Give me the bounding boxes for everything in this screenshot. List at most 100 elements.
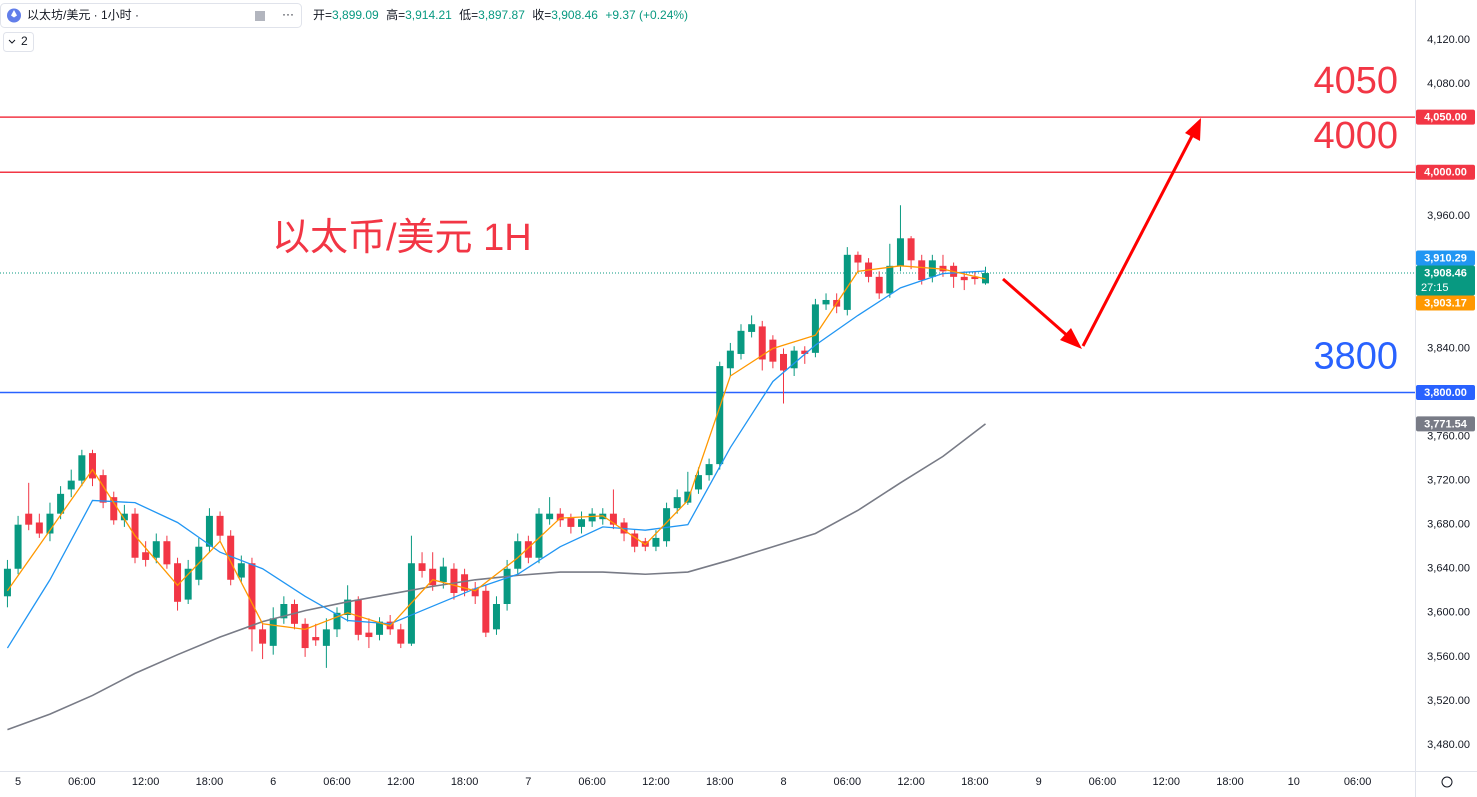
candle-body xyxy=(705,464,713,476)
candle-body xyxy=(78,455,86,481)
price-tag xyxy=(1416,385,1475,401)
candle-body xyxy=(673,497,681,509)
candle-body xyxy=(354,599,362,635)
candle-body xyxy=(726,350,734,369)
candle-body xyxy=(737,330,745,354)
candle-body xyxy=(482,590,490,633)
x-tick-label: 18:00 xyxy=(706,776,734,788)
x-tick-label: 7 xyxy=(525,776,531,788)
candle-body xyxy=(376,621,384,635)
candle-body xyxy=(152,541,160,558)
candle-body xyxy=(439,566,447,582)
price-tag xyxy=(1416,109,1475,125)
candle-body xyxy=(822,299,830,305)
indicator-count: 2 xyxy=(21,34,28,48)
candle-body xyxy=(811,304,819,353)
x-tick-label: 18:00 xyxy=(961,776,989,788)
candle-body xyxy=(492,604,500,630)
y-tick-label: 3,560.00 xyxy=(1427,651,1470,663)
candle-body xyxy=(120,513,128,521)
more-icon[interactable]: ··· xyxy=(282,7,294,21)
ohlc-label: 低= xyxy=(459,8,478,22)
eth-glyph xyxy=(11,10,17,18)
x-tick-label: 12:00 xyxy=(387,776,415,788)
candle-body xyxy=(896,238,904,266)
ohlc-label: 开= xyxy=(313,8,332,22)
candle-body xyxy=(801,350,809,354)
candle-body xyxy=(663,508,671,542)
level-label: 4050 xyxy=(1313,60,1398,102)
x-tick-label: 12:00 xyxy=(132,776,160,788)
candle-body xyxy=(227,535,235,580)
candle-body xyxy=(237,563,245,578)
price-tag-label: 3,800.00 xyxy=(1424,387,1467,399)
y-tick-label: 3,840.00 xyxy=(1427,342,1470,354)
candle-body xyxy=(365,632,373,638)
candle-body xyxy=(216,515,224,536)
candle-body xyxy=(163,541,171,565)
change: +9.37 (+0.24%) xyxy=(605,8,688,22)
candle-body xyxy=(14,524,22,569)
x-tick-label: 12:00 xyxy=(897,776,925,788)
x-tick-label: 06:00 xyxy=(834,776,862,788)
candle-body xyxy=(418,563,426,571)
arrow-down-head xyxy=(1060,328,1082,349)
symbol-box[interactable] xyxy=(0,3,302,28)
y-tick-label: 3,760.00 xyxy=(1427,430,1470,442)
candle-body xyxy=(99,475,107,503)
candle-body xyxy=(174,563,182,602)
candle-body xyxy=(960,276,968,281)
candle-body xyxy=(843,254,851,310)
candle-body xyxy=(886,265,894,294)
ohlc-legend: 开=3,899.09 高=3,914.21 低=3,897.87 收=3,908… xyxy=(313,7,688,22)
candle-body xyxy=(46,513,54,534)
price-tag xyxy=(1416,295,1475,311)
candle-body xyxy=(535,513,543,558)
y-tick-label: 3,600.00 xyxy=(1427,607,1470,619)
candle-body xyxy=(631,533,639,547)
candle-body xyxy=(907,238,915,261)
candle-body xyxy=(35,522,43,534)
moving-average xyxy=(7,423,986,731)
y-tick-label: 3,480.00 xyxy=(1427,739,1470,751)
y-tick-label: 3,680.00 xyxy=(1427,519,1470,531)
candle-body xyxy=(312,637,320,641)
candle-body xyxy=(524,541,532,558)
price-tag xyxy=(1416,265,1475,296)
candle-body xyxy=(854,254,862,263)
x-tick-label: 06:00 xyxy=(1344,776,1372,788)
candle-body xyxy=(248,563,256,630)
candle-body xyxy=(269,618,277,646)
candle-body xyxy=(344,599,352,616)
settings-icon[interactable] xyxy=(1441,776,1453,788)
ohlc-value: 3,908.46 xyxy=(551,8,598,22)
forecast-arrows xyxy=(1002,118,1201,349)
y-tick-label: 3,640.00 xyxy=(1427,563,1470,575)
x-tick-label: 06:00 xyxy=(68,776,96,788)
arrow-down-shaft xyxy=(1002,277,1071,340)
candle-body xyxy=(694,475,702,490)
moving-average xyxy=(6,270,986,649)
candle-body xyxy=(758,326,766,360)
level-label: 4000 xyxy=(1313,115,1398,157)
x-tick-label: 6 xyxy=(270,776,276,788)
candle-body xyxy=(429,568,437,586)
candle-body xyxy=(205,515,213,547)
candle-body xyxy=(875,276,883,294)
candle-body xyxy=(769,339,777,362)
x-tick-label: 06:00 xyxy=(323,776,351,788)
price-tag-label: 3,903.17 xyxy=(1424,297,1467,309)
x-tick-label: 12:00 xyxy=(642,776,670,788)
candle-body xyxy=(971,276,979,280)
flag-icon[interactable] xyxy=(255,11,265,21)
x-tick-label: 5 xyxy=(15,776,21,788)
price-tag xyxy=(1416,416,1475,432)
indicator-toggle[interactable] xyxy=(3,32,34,52)
price-tag-label: 3,908.46 xyxy=(1424,267,1467,279)
candle-body xyxy=(588,513,596,522)
candle-body xyxy=(333,612,341,630)
candle-body xyxy=(322,629,330,646)
y-tick-label: 3,720.00 xyxy=(1427,475,1470,487)
x-tick-label: 06:00 xyxy=(578,776,606,788)
